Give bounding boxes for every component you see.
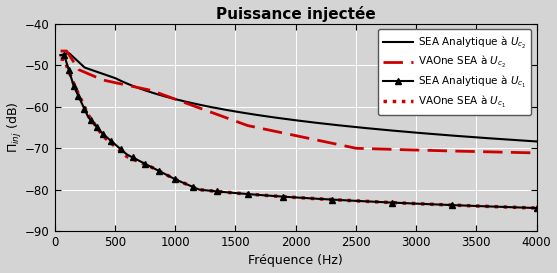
SEA Analytique à $U_{c_2}$ [347, 125, 354, 128]
VAOne SEA à $U_{c_1}$ [334, 198, 340, 201]
Line: SEA Analytique à $U_{c_1}$: SEA Analytique à $U_{c_1}$ [61, 55, 536, 208]
Line: VAOne SEA à $U_{c_2}$: VAOne SEA à $U_{c_2}$ [61, 51, 536, 153]
X-axis label: Fréquence (Hz): Fréquence (Hz) [248, 254, 343, 268]
VAOne SEA à $U_{c_2}$ [334, 143, 340, 146]
Legend: SEA Analytique à $U_{c_2}$, VAOne SEA à $U_{c_2}$, SEA Analytique à $U_{c_1}$, V: SEA Analytique à $U_{c_2}$, VAOne SEA à … [378, 29, 531, 115]
SEA Analytique à $U_{c_2}$ [334, 124, 341, 127]
SEA Analytique à $U_{c_1}$ [418, 202, 425, 206]
SEA Analytique à $U_{c_1}$ [334, 198, 340, 201]
VAOne SEA à $U_{c_2}$ [467, 150, 474, 153]
SEA Analytique à $U_{c_2}$ [57, 54, 64, 57]
SEA Analytique à $U_{c_1}$ [533, 206, 540, 210]
SEA Analytique à $U_{c_2}$ [419, 132, 426, 135]
VAOne SEA à $U_{c_1}$ [533, 206, 540, 210]
VAOne SEA à $U_{c_1}$ [467, 204, 474, 207]
VAOne SEA à $U_{c_2}$ [360, 147, 367, 150]
SEA Analytique à $U_{c_1}$ [346, 199, 353, 202]
VAOne SEA à $U_{c_2}$ [57, 49, 64, 53]
SEA Analytique à $U_{c_2}$ [468, 135, 475, 139]
VAOne SEA à $U_{c_1}$ [360, 200, 367, 203]
Line: SEA Analytique à $U_{c_2}$: SEA Analytique à $U_{c_2}$ [61, 53, 536, 141]
SEA Analytique à $U_{c_1}$ [467, 204, 474, 207]
SEA Analytique à $U_{c_1}$ [57, 54, 64, 57]
Y-axis label: $\Pi_{inj}$ (dB): $\Pi_{inj}$ (dB) [6, 102, 23, 153]
VAOne SEA à $U_{c_1}$ [57, 58, 64, 61]
VAOne SEA à $U_{c_1}$ [86, 116, 93, 119]
SEA Analytique à $U_{c_2}$ [66, 52, 72, 55]
SEA Analytique à $U_{c_1}$ [360, 200, 367, 203]
SEA Analytique à $U_{c_1}$ [86, 117, 93, 121]
VAOne SEA à $U_{c_1}$ [346, 199, 353, 202]
SEA Analytique à $U_{c_2}$ [361, 126, 368, 130]
VAOne SEA à $U_{c_2}$ [86, 73, 93, 76]
VAOne SEA à $U_{c_2}$ [418, 149, 425, 152]
VAOne SEA à $U_{c_1}$ [418, 202, 425, 206]
VAOne SEA à $U_{c_2}$ [533, 151, 540, 155]
Title: Puissance injectée: Puissance injectée [216, 5, 375, 22]
VAOne SEA à $U_{c_2}$ [346, 145, 353, 149]
SEA Analytique à $U_{c_2}$ [533, 140, 540, 143]
SEA Analytique à $U_{c_2}$ [87, 68, 94, 71]
Line: VAOne SEA à $U_{c_1}$: VAOne SEA à $U_{c_1}$ [61, 59, 536, 208]
